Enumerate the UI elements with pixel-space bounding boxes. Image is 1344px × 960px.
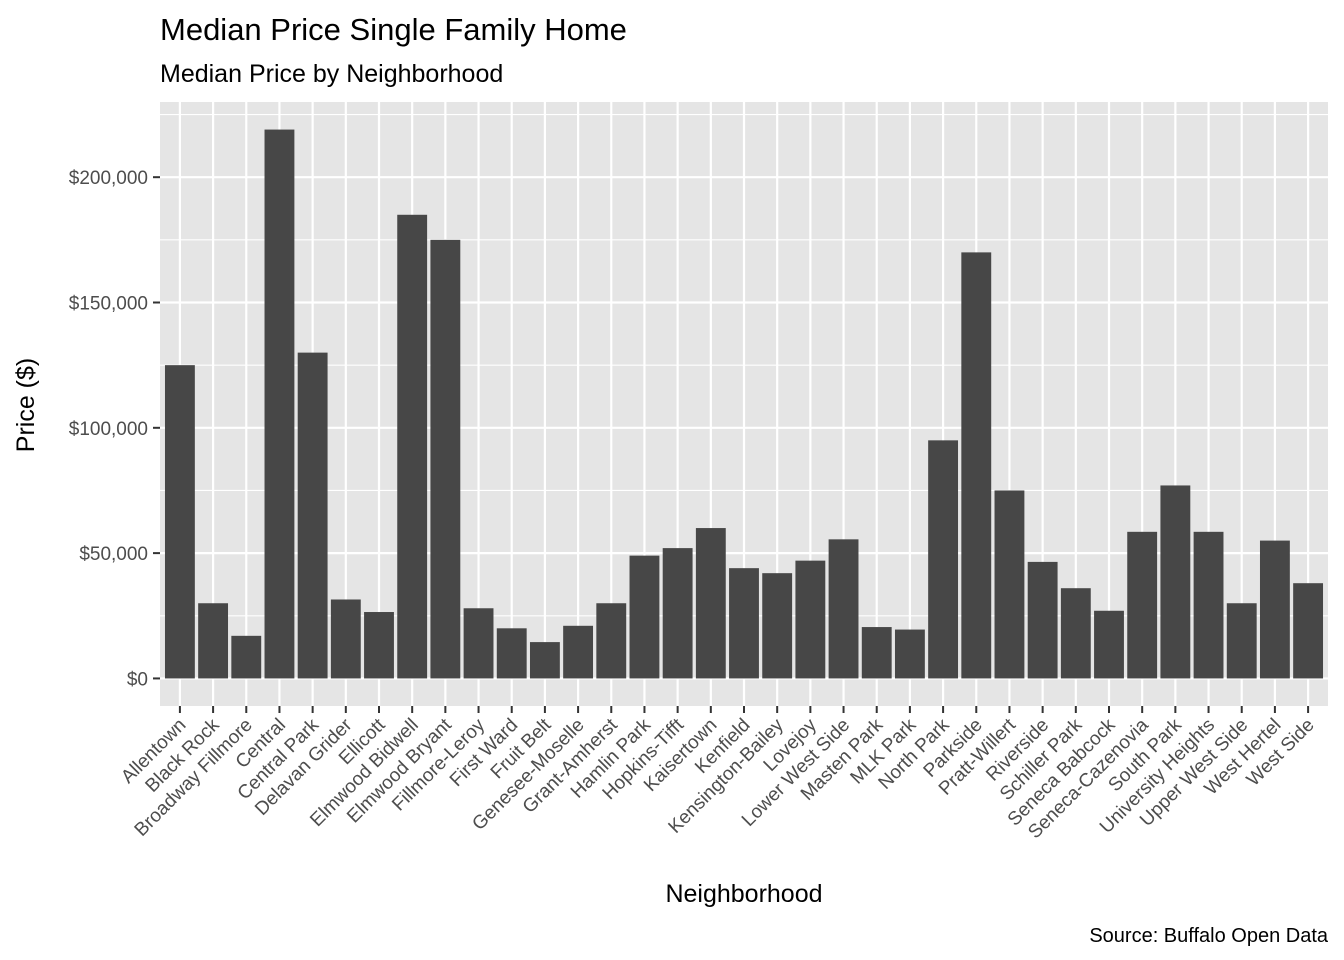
chart-subtitle: Median Price by Neighborhood: [160, 60, 503, 88]
bar: [861, 627, 892, 679]
bar: [828, 539, 859, 679]
y-tick-label: $150,000: [69, 293, 148, 314]
bar: [1160, 485, 1191, 679]
x-axis-title: Neighborhood: [665, 880, 822, 908]
bar: [463, 608, 494, 679]
y-axis: $0 $50,000 $100,000 $150,000 $200,000: [69, 168, 160, 690]
bars: [164, 129, 1324, 679]
bar: [1226, 603, 1257, 679]
bar: [198, 603, 229, 679]
bar: [297, 352, 328, 679]
chart-title: Median Price Single Family Home: [160, 12, 627, 47]
bar: [1094, 610, 1124, 679]
bar: [994, 490, 1025, 679]
bar: [496, 628, 527, 679]
bar: [629, 555, 660, 679]
chart-caption: Source: Buffalo Open Data: [1089, 925, 1329, 947]
bar: [1027, 561, 1058, 679]
bar: [729, 568, 759, 679]
bar: [695, 528, 726, 679]
y-tick-label: $200,000: [69, 168, 148, 189]
bar: [961, 252, 992, 679]
bar: [1127, 531, 1158, 679]
y-tick-label: $50,000: [79, 544, 148, 565]
bar: [1060, 588, 1091, 679]
bar: [563, 625, 594, 679]
y-tick-label: $0: [127, 669, 148, 690]
bar: [330, 599, 361, 679]
bar: [231, 635, 262, 679]
y-tick-label: $100,000: [69, 419, 148, 440]
bar: [164, 365, 195, 679]
bar: [928, 440, 959, 679]
bar: [1259, 540, 1290, 679]
bar: [795, 560, 826, 679]
bar: [397, 214, 428, 679]
bar: [1193, 531, 1224, 679]
bar: [1293, 583, 1324, 679]
bar: [762, 573, 793, 679]
bar: [364, 612, 394, 679]
y-axis-title: Price ($): [12, 358, 40, 452]
bar: [596, 603, 627, 679]
bar: [662, 548, 693, 679]
bar: [894, 629, 925, 679]
bar: [430, 239, 461, 679]
bar: [264, 129, 295, 679]
bar: [529, 642, 560, 679]
